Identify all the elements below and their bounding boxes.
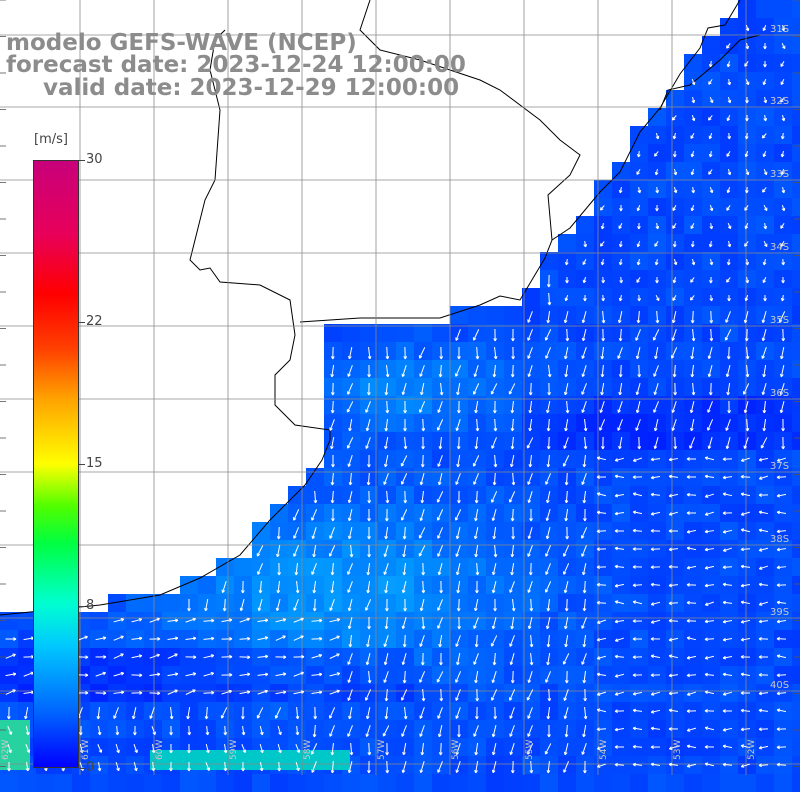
colorbar-tick-label: 0 [86,760,95,775]
colorbar-tick-label: 8 [86,597,95,613]
colorbar-tick-label: 22 [86,314,103,330]
lat-label: 37S [770,461,789,472]
wind-arrows [5,24,787,774]
lon-label: 54W [599,740,609,760]
lat-label: 40S [770,680,789,691]
lon-label: 59W [229,740,239,760]
colorbar-tick-label: 30 [86,152,103,167]
lat-label: 35S [770,315,789,326]
colorbar [33,160,79,768]
lon-label: 55W [525,740,535,760]
lat-label: 38S [770,534,789,545]
lon-label: 53W [673,740,683,760]
valid-date: valid date: 2023-12-29 12:00:00 [43,75,460,101]
lat-label: 33S [770,169,789,180]
lat-label: 32S [770,96,789,107]
forecast-date: forecast date: 2023-12-24 12:00:00 [6,52,466,78]
colorbar-tick-mark [79,160,85,161]
lat-label: 39S [770,607,789,618]
lon-label: 60W [155,740,165,760]
lon-label: 61W [81,740,91,760]
lon-label: 57W [377,740,387,760]
lon-label: 56W [451,740,461,760]
lon-label: 58W [303,740,313,760]
lat-label: 36S [770,388,789,399]
lat-label: 31S [770,24,789,35]
latitude-labels: 31S 32S 33S 34S 35S 36S 37S 38S 39S 40S [770,24,789,691]
lat-label: 34S [770,242,789,253]
colorbar-tick-mark [79,322,85,324]
lon-label: 52W [747,740,757,760]
colorbar-tick-mark [79,768,85,769]
colorbar-tick-label: 15 [86,456,103,471]
colorbar-tick-mark [79,464,85,465]
model-title: modelo GEFS-WAVE (NCEP) [6,30,357,56]
colorbar-tick-mark [79,605,85,607]
coastline [0,0,761,616]
longitude-labels: 62W 61W 60W 59W 58W 57W 56W 55W 54W 53W 52W [1,740,757,760]
lat-lon-grid [0,0,800,775]
lon-label: 62W [1,740,11,760]
colorbar-units: [m/s] [34,132,68,147]
